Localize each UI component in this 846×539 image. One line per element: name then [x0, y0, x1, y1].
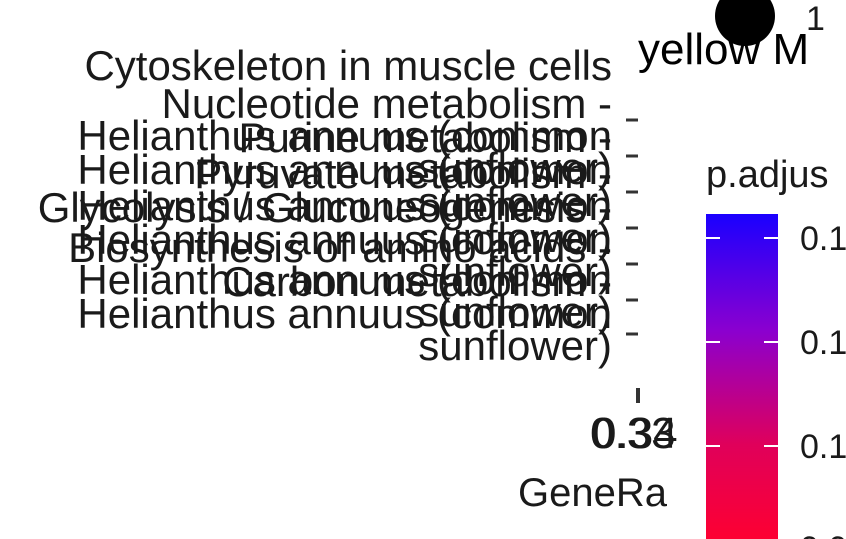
- color-legend-tick-label: 0.0: [800, 530, 846, 539]
- x-axis-title: GeneRa: [518, 471, 668, 515]
- color-legend-ticks: 0.1 0.1 0.1 0.0: [706, 220, 846, 539]
- color-legend-tick-label: 0.1: [800, 428, 846, 466]
- color-legend-bar: [706, 214, 778, 539]
- y-tick-label: Carbon metabolism -Helianthus annuus (co…: [77, 258, 612, 369]
- color-legend-title: p.adjus: [706, 154, 829, 196]
- chart-title: yellow M: [638, 25, 809, 74]
- size-legend-label: 1: [806, 0, 825, 38]
- data-point: [636, 391, 640, 403]
- color-legend-tick-label: 0.1: [800, 324, 846, 362]
- size-legend-dot: [715, 0, 775, 46]
- y-tick-marks: [626, 118, 638, 336]
- size-legend: 1: [715, 0, 825, 46]
- x-tick-label: 0.33: [590, 409, 676, 458]
- y-tick-label: Purine metabolism -Helianthus annuus (co…: [77, 114, 612, 225]
- y-tick-label: Cytoskeleton in muscle cells: [84, 42, 612, 89]
- y-tick-label: Nucleotide metabolism -Helianthus annuus…: [77, 80, 612, 191]
- y-tick-label: Glycolysis / Gluconeogenesis -Helianthus…: [38, 184, 612, 295]
- color-legend-tick-label: 0.1: [800, 220, 846, 258]
- color-legend: p.adjus 0.1 0.1 0.1 0.0: [706, 154, 846, 539]
- x-tick-label: 0.34: [592, 409, 678, 458]
- data-points: [636, 388, 640, 403]
- x-tick-labels: 0.330.34: [590, 409, 678, 458]
- y-tick-label: Pyruvate metabolism -Helianthus annuus (…: [77, 150, 612, 261]
- y-tick-label: Biosynthesis of amino acids -Helianthus …: [68, 224, 612, 335]
